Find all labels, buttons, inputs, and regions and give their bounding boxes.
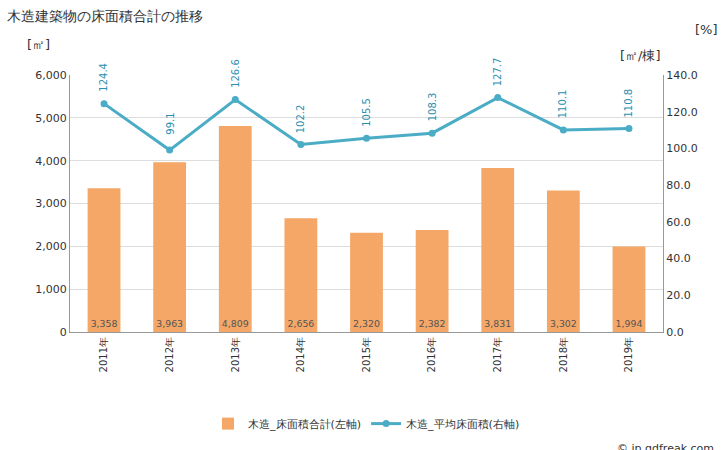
svg-text:120.0: 120.0 [666, 106, 698, 119]
svg-text:木造_床面積合計(左軸): 木造_床面積合計(左軸) [248, 418, 361, 431]
svg-text:108.3: 108.3 [427, 93, 438, 122]
svg-text:© jp.gdfreak.com: © jp.gdfreak.com [617, 442, 714, 450]
svg-text:2015年: 2015年 [361, 337, 372, 372]
svg-text:0.0: 0.0 [666, 326, 684, 339]
svg-text:2018年: 2018年 [558, 337, 569, 372]
svg-text:0: 0 [60, 326, 67, 339]
svg-text:110.8: 110.8 [623, 89, 634, 118]
svg-text:[%]: [%] [695, 22, 718, 37]
svg-text:20.0: 20.0 [666, 289, 691, 302]
svg-text:124.4: 124.4 [98, 63, 109, 92]
svg-text:3,000: 3,000 [35, 197, 67, 210]
svg-text:60.0: 60.0 [666, 216, 691, 229]
svg-text:126.6: 126.6 [230, 59, 241, 88]
svg-text:3,831: 3,831 [484, 318, 511, 329]
svg-text:2,382: 2,382 [419, 318, 446, 329]
svg-text:木造_平均床面積(右軸): 木造_平均床面積(右軸) [406, 418, 519, 431]
svg-text:105.5: 105.5 [361, 98, 372, 127]
svg-text:2,320: 2,320 [353, 318, 380, 329]
svg-text:6,000: 6,000 [35, 69, 67, 82]
svg-text:140.0: 140.0 [666, 69, 698, 82]
svg-text:4,809: 4,809 [222, 318, 249, 329]
svg-text:80.0: 80.0 [666, 179, 691, 192]
svg-text:1,994: 1,994 [616, 318, 643, 329]
svg-text:100.0: 100.0 [666, 142, 698, 155]
svg-text:3,358: 3,358 [91, 318, 118, 329]
svg-text:2019年: 2019年 [623, 337, 634, 372]
svg-text:102.2: 102.2 [295, 105, 306, 134]
svg-text:3,963: 3,963 [156, 318, 183, 329]
svg-text:40.0: 40.0 [666, 252, 691, 265]
svg-text:[㎡/棟]: [㎡/棟] [620, 48, 661, 63]
svg-text:3,302: 3,302 [550, 318, 577, 329]
svg-text:110.1: 110.1 [557, 90, 568, 119]
svg-text:[㎡]: [㎡] [27, 37, 50, 52]
svg-text:2014年: 2014年 [295, 337, 306, 372]
svg-text:4,000: 4,000 [35, 155, 67, 168]
svg-text:2011年: 2011年 [98, 337, 109, 372]
svg-text:99.1: 99.1 [165, 112, 176, 134]
svg-text:2012年: 2012年 [164, 337, 175, 372]
svg-text:1,000: 1,000 [35, 283, 67, 296]
svg-text:2017年: 2017年 [492, 337, 503, 372]
svg-text:127.7: 127.7 [492, 58, 503, 87]
svg-text:2016年: 2016年 [426, 337, 437, 372]
svg-text:木造建築物の床面積合計の推移: 木造建築物の床面積合計の推移 [7, 8, 203, 24]
svg-text:5,000: 5,000 [35, 112, 67, 125]
svg-text:2,656: 2,656 [287, 318, 314, 329]
svg-text:2013年: 2013年 [230, 337, 241, 372]
svg-text:2,000: 2,000 [35, 240, 67, 253]
